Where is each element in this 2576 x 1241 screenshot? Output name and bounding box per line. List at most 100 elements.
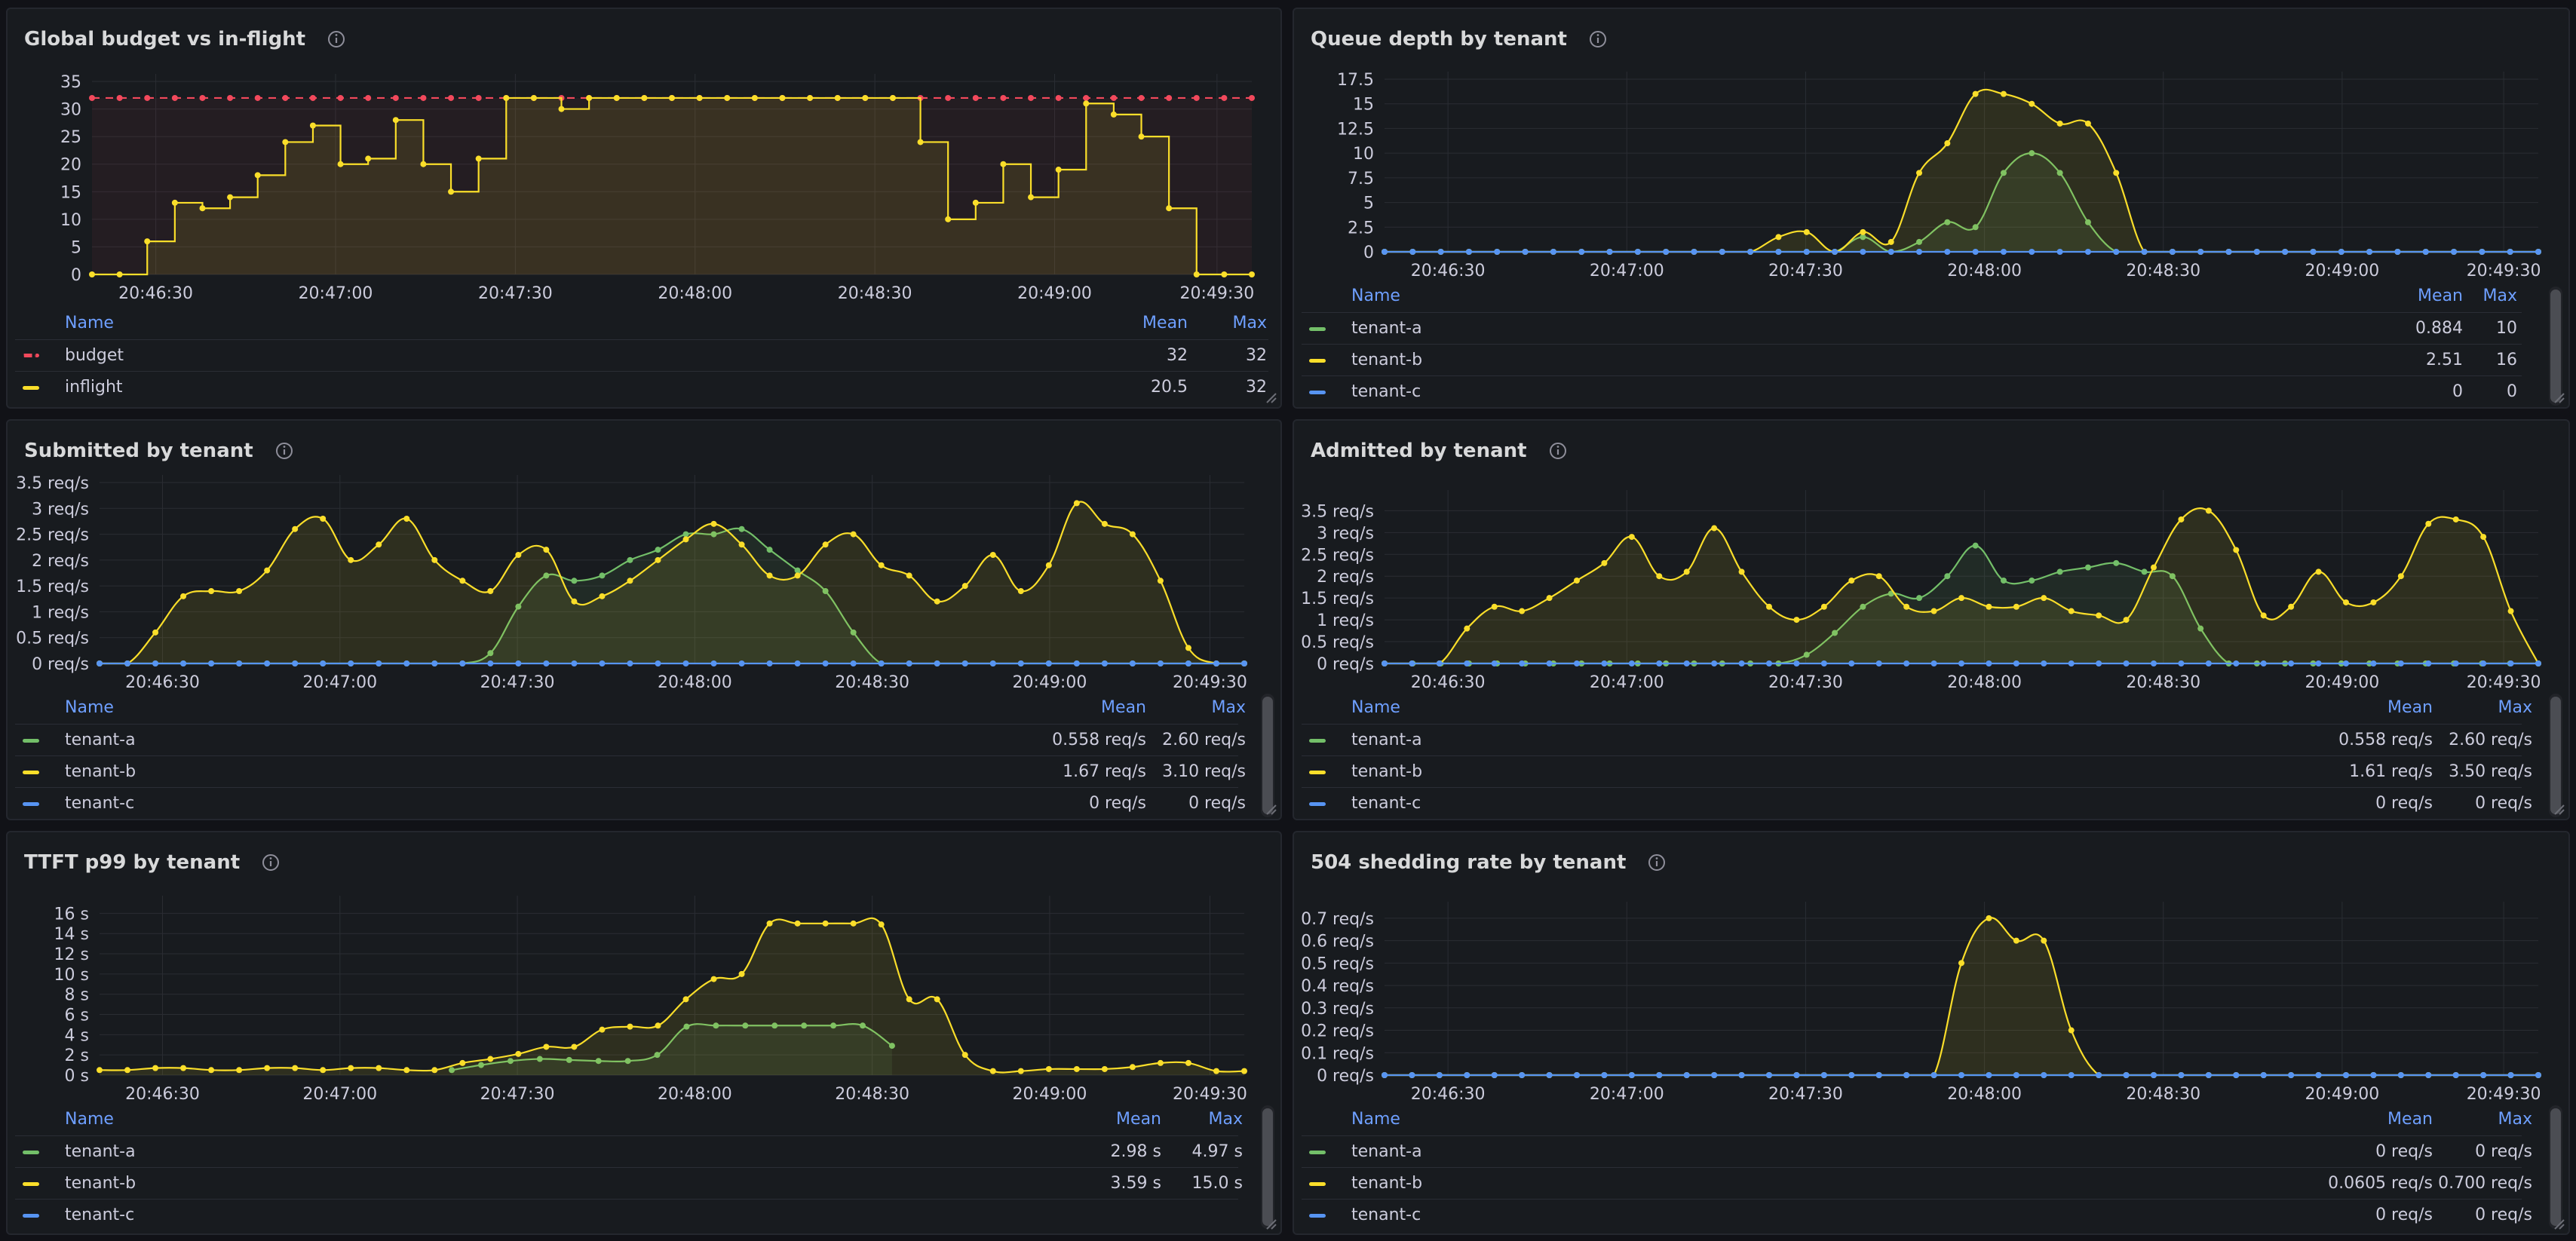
panel-global-budget[interactable]: Global budget vs in-flight 0 5 10 15 20 25 30 3… bbox=[6, 8, 1282, 409]
data-point-inflight bbox=[309, 122, 316, 129]
data-point-tenant-c bbox=[487, 660, 494, 666]
info-icon[interactable] bbox=[261, 853, 281, 872]
legend-header-max[interactable]: Max bbox=[1208, 1110, 1243, 1129]
legend-row-inflight[interactable]: inflight 20.5 32 bbox=[15, 371, 1268, 403]
x-tick-label: 20:48:30 bbox=[2126, 1085, 2200, 1104]
data-point-tenant-b bbox=[1972, 90, 1979, 97]
legend-header-name[interactable]: Name bbox=[65, 1110, 114, 1129]
data-point-tenant-b bbox=[1916, 170, 1923, 176]
data-point-tenant-b bbox=[431, 1067, 438, 1074]
resize-handle-icon[interactable] bbox=[1264, 391, 1277, 404]
chart-plot[interactable]: 0 2.5 5 7.5 10 12.5 15 17.5 20:46:30 20:47:00 20:4… bbox=[1294, 9, 2570, 288]
data-point-budget bbox=[282, 94, 289, 101]
panel-admitted[interactable]: Admitted by tenant 0 req/s 0.5 req/s 1 req… bbox=[1293, 419, 2570, 820]
info-icon[interactable] bbox=[274, 441, 294, 461]
legend-header-mean[interactable]: Mean bbox=[1116, 1110, 1161, 1129]
data-point-tenant-b bbox=[850, 920, 857, 927]
legend-row-tenant-a[interactable]: tenant-a 0 req/s 0 req/s bbox=[1302, 1135, 2532, 1168]
data-point-inflight bbox=[1000, 161, 1007, 167]
resize-handle-icon[interactable] bbox=[1264, 1217, 1277, 1230]
data-point-tenant-c bbox=[1464, 660, 1470, 666]
legend-header-mean[interactable]: Mean bbox=[1142, 314, 1188, 332]
data-point-tenant-b bbox=[1875, 573, 1882, 580]
y-tick-label: 2.5 req/s bbox=[16, 526, 89, 545]
legend-header-mean[interactable]: Mean bbox=[2387, 698, 2433, 717]
data-point-tenant-c bbox=[1930, 1072, 1937, 1078]
legend-row-tenant-c[interactable]: tenant-c 0 req/s 0 req/s bbox=[1302, 1199, 2532, 1231]
legend-header-mean[interactable]: Mean bbox=[2387, 1110, 2433, 1129]
data-point-tenant-b bbox=[2507, 608, 2514, 614]
legend-header-name[interactable]: Name bbox=[1351, 698, 1400, 717]
data-point-tenant-b bbox=[1986, 915, 1992, 921]
legend-row-tenant-b[interactable]: tenant-b 2.51 16 bbox=[1302, 344, 2522, 376]
data-point-tenant-c bbox=[1903, 1072, 1910, 1078]
legend-row-tenant-c[interactable]: tenant-c 0 req/s 0 req/s bbox=[1302, 787, 2532, 819]
legend-row-tenant-c[interactable]: tenant-c bbox=[15, 1199, 1238, 1231]
data-point-inflight bbox=[558, 106, 565, 112]
legend-row-tenant-b[interactable]: tenant-b 0.0605 req/s 0.700 req/s bbox=[1302, 1167, 2532, 1200]
legend-scrollbar[interactable] bbox=[2550, 1108, 2561, 1226]
y-tick-label: 25 bbox=[60, 128, 81, 147]
data-point-tenant-b bbox=[515, 552, 522, 558]
y-tick-label: 0.5 req/s bbox=[1301, 954, 1374, 973]
data-point-tenant-c bbox=[1683, 660, 1690, 666]
resize-handle-icon[interactable] bbox=[2552, 802, 2565, 816]
data-point-tenant-a bbox=[2056, 568, 2063, 575]
resize-handle-icon[interactable] bbox=[1264, 802, 1277, 816]
legend-header-max[interactable]: Max bbox=[1232, 314, 1267, 332]
data-point-tenant-c bbox=[1766, 660, 1772, 666]
legend-row-tenant-a[interactable]: tenant-a 0.558 req/s 2.60 req/s bbox=[1302, 724, 2532, 756]
resize-handle-icon[interactable] bbox=[2552, 391, 2565, 404]
data-point-tenant-b bbox=[459, 578, 466, 584]
legend-scrollbar[interactable] bbox=[2550, 697, 2561, 814]
info-icon[interactable] bbox=[1588, 29, 1608, 49]
legend-header-mean[interactable]: Mean bbox=[2418, 287, 2463, 305]
legend-row-tenant-c[interactable]: tenant-c 0 req/s 0 req/s bbox=[15, 787, 1246, 819]
legend-header-max[interactable]: Max bbox=[2498, 698, 2532, 717]
legend-scrollbar[interactable] bbox=[1262, 697, 1273, 814]
data-point-tenant-c bbox=[2029, 249, 2035, 255]
legend-header-name[interactable]: Name bbox=[65, 314, 114, 332]
legend-series-name: tenant-b bbox=[1351, 351, 1423, 369]
data-point-tenant-b bbox=[822, 541, 829, 548]
data-point-tenant-b bbox=[180, 1065, 187, 1071]
legend-row-tenant-a[interactable]: tenant-a 2.98 s 4.97 s bbox=[15, 1135, 1243, 1168]
info-icon[interactable] bbox=[327, 29, 346, 49]
legend-header-max[interactable]: Max bbox=[1211, 698, 1246, 717]
legend-row-tenant-b[interactable]: tenant-b 1.61 req/s 3.50 req/s bbox=[1302, 755, 2532, 788]
data-point-tenant-c bbox=[1711, 660, 1718, 666]
info-icon[interactable] bbox=[1548, 441, 1568, 461]
resize-handle-icon[interactable] bbox=[2552, 1217, 2565, 1230]
chart-plot[interactable]: 0 req/s 0.5 req/s 1 req/s 1.5 req/s 2 req/s 2… bbox=[1294, 421, 2570, 700]
legend-header-name[interactable]: Name bbox=[65, 698, 114, 717]
legend-row-tenant-a[interactable]: tenant-a 0.884 10 bbox=[1302, 312, 2522, 345]
legend-header-max[interactable]: Max bbox=[2482, 287, 2517, 305]
legend-row-tenant-b[interactable]: tenant-b 3.59 s 15.0 s bbox=[15, 1167, 1243, 1200]
info-icon[interactable] bbox=[1647, 853, 1667, 872]
x-tick-label: 20:48:00 bbox=[1947, 262, 2022, 280]
legend-header-name[interactable]: Name bbox=[1351, 1110, 1400, 1129]
legend-scrollbar[interactable] bbox=[2550, 290, 2561, 403]
legend-row-tenant-c[interactable]: tenant-c 0 0 bbox=[1302, 375, 2522, 407]
chart-plot[interactable]: 0 req/s 0.1 req/s 0.2 req/s 0.3 req/s 0.4 re… bbox=[1294, 832, 2570, 1111]
legend-swatch bbox=[23, 1182, 39, 1186]
legend-scrollbar[interactable] bbox=[1262, 1108, 1273, 1226]
legend-header-mean[interactable]: Mean bbox=[1101, 698, 1146, 717]
legend-header-max[interactable]: Max bbox=[2498, 1110, 2532, 1129]
legend-header-name[interactable]: Name bbox=[1351, 287, 1400, 305]
data-point-tenant-b bbox=[1546, 595, 1553, 602]
panel-submitted[interactable]: Submitted by tenant 0 req/s 0.5 req/s 1 re… bbox=[6, 419, 1282, 820]
panel-queue-depth[interactable]: Queue depth by tenant 0 2.5 5 7.5 10 12.5 15 17… bbox=[1293, 8, 2570, 409]
x-tick-label: 20:47:30 bbox=[1768, 673, 1843, 692]
data-point-tenant-b bbox=[655, 1022, 661, 1029]
chart-plot[interactable]: 0 s 2 s4 s6 s 8 s10 s 12 s14 s16 s 20:46:30 2… bbox=[8, 832, 1282, 1111]
chart-plot[interactable]: 0 req/s 0.5 req/s 1 req/s 1.5 req/s 2 req/s 2… bbox=[8, 421, 1282, 700]
panel-header: 504 shedding rate by tenant bbox=[1311, 847, 1667, 878]
panel-shedding[interactable]: 504 shedding rate by tenant 0 req/s 0.1 r… bbox=[1293, 831, 2570, 1235]
legend-row-tenant-a[interactable]: tenant-a 0.558 req/s 2.60 req/s bbox=[15, 724, 1246, 756]
legend-row-budget[interactable]: budget 32 32 bbox=[15, 339, 1268, 372]
chart-plot[interactable]: 0 5 10 15 20 25 30 35 20:46:30 20:47:00 20:47:30 20… bbox=[8, 9, 1282, 311]
legend-row-tenant-b[interactable]: tenant-b 1.67 req/s 3.10 req/s bbox=[15, 755, 1246, 788]
data-point-tenant-c bbox=[2366, 249, 2373, 255]
